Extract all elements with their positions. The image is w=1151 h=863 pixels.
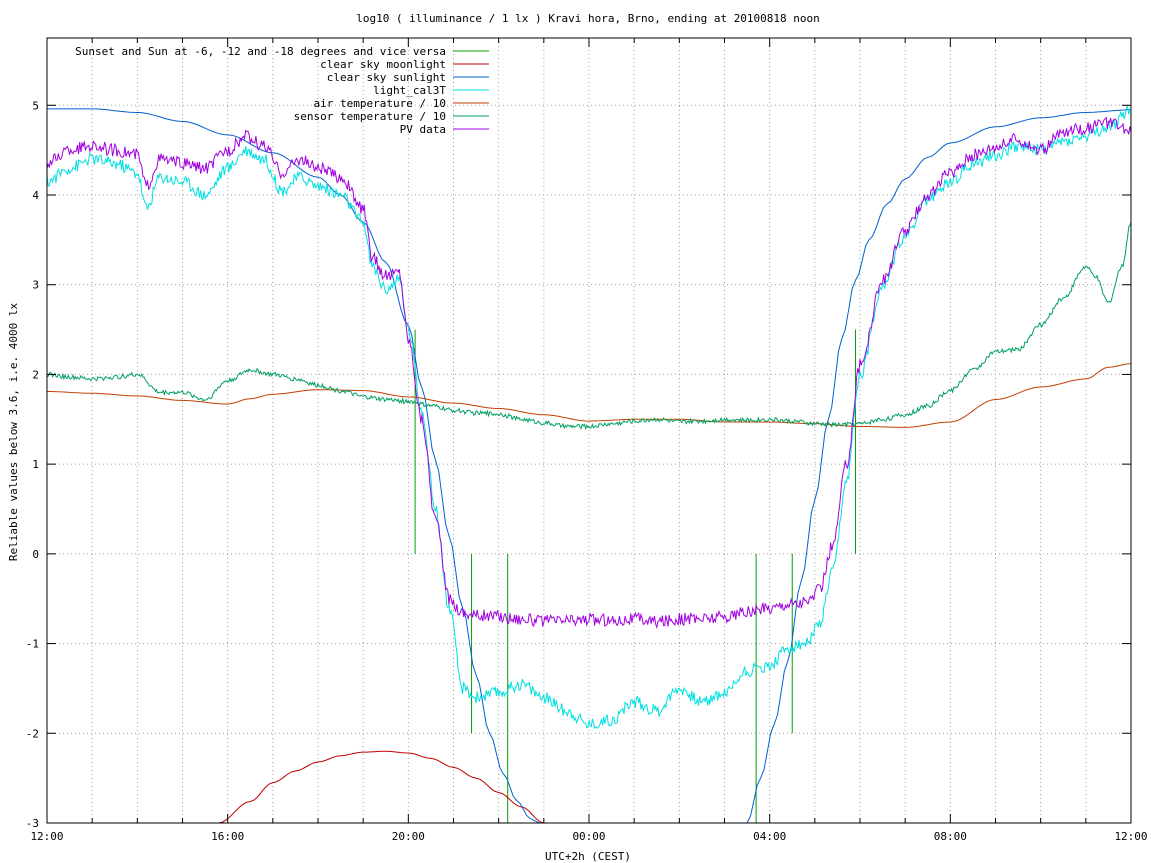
- x-tick-label: 04:00: [753, 830, 786, 843]
- legend: Sunset and Sun at -6, -12 and -18 degree…: [75, 45, 489, 136]
- y-axis-label: Reliable values below 3.6, i.e. 4000 lx: [7, 302, 20, 561]
- legend-label: light_cal3T: [373, 84, 446, 97]
- x-tick-label: 08:00: [934, 830, 967, 843]
- y-tick-label: 3: [32, 279, 39, 292]
- series-line: [47, 108, 1131, 823]
- x-tick-label: 00:00: [572, 830, 605, 843]
- x-tick-label: 12:00: [30, 830, 63, 843]
- y-tick-label: -1: [26, 638, 39, 651]
- series-line: [47, 116, 1131, 630]
- x-tick-label: 16:00: [211, 830, 244, 843]
- series-line: [47, 363, 1131, 428]
- y-tick-label: 5: [32, 99, 39, 112]
- legend-label: clear sky sunlight: [327, 71, 446, 84]
- gridlines: [47, 38, 1131, 823]
- legend-label: clear sky moonlight: [320, 58, 446, 71]
- y-tick-label: 1: [32, 458, 39, 471]
- legend-label: PV data: [400, 123, 446, 136]
- series-line: [47, 105, 1131, 730]
- y-tick-label: 2: [32, 368, 39, 381]
- x-tick-label: 20:00: [392, 830, 425, 843]
- x-tick-label: 12:00: [1114, 830, 1147, 843]
- series-line: [47, 221, 1131, 431]
- series-layer: [47, 105, 1131, 823]
- legend-label: Sunset and Sun at -6, -12 and -18 degree…: [75, 45, 446, 58]
- y-tick-label: -3: [26, 817, 39, 830]
- y-tick-label: 0: [32, 548, 39, 561]
- chart-title: log10 ( illuminance / 1 lx ) Kravi hora,…: [356, 12, 820, 25]
- series-line: [218, 750, 544, 823]
- y-tick-label: -2: [26, 727, 39, 740]
- legend-label: air temperature / 10: [314, 97, 446, 110]
- y-tick-label: 4: [32, 189, 39, 202]
- legend-label: sensor temperature / 10: [294, 110, 446, 123]
- axis-ticks: 12:00 16:00 20:00 00:00 04:00 08:00 12:00-3-2-…: [26, 38, 1148, 843]
- x-axis-label: UTC+2h (CEST): [545, 850, 631, 863]
